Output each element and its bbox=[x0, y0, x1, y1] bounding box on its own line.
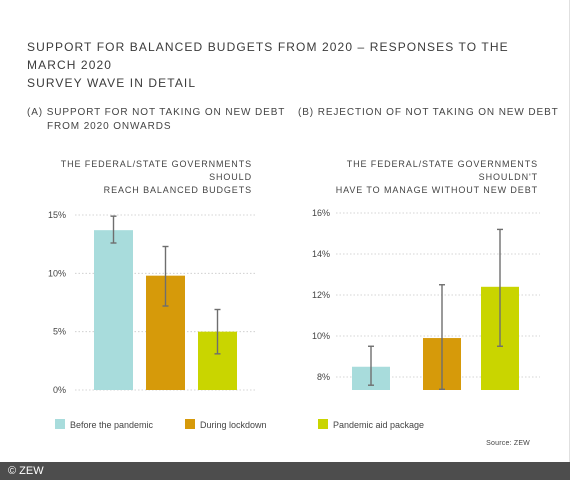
legend-item-aid: Pandemic aid package bbox=[318, 419, 424, 431]
title-line-2: SURVEY WAVE IN DETAIL bbox=[27, 76, 197, 90]
copyright-footer: © ZEW bbox=[0, 462, 570, 480]
panel-a-subheading-line-2: REACH BALANCED BUDGETS bbox=[103, 185, 252, 195]
panel-a-heading: (A) SUPPORT FOR NOT TAKING ON NEW DEBT F… bbox=[27, 106, 285, 134]
panel-b-heading: (B) REJECTION OF NOT TAKING ON NEW DEBT bbox=[298, 106, 559, 120]
y-tick-label: 10% bbox=[48, 268, 66, 278]
panel-b-heading-line-1: (B) REJECTION OF NOT TAKING ON NEW DEBT bbox=[298, 107, 559, 118]
y-tick-label: 15% bbox=[48, 210, 66, 220]
legend-label-lockdown: During lockdown bbox=[200, 420, 267, 430]
source-note: Source: ZEW bbox=[486, 440, 530, 447]
title-line-1: SUPPORT FOR BALANCED BUDGETS FROM 2020 –… bbox=[27, 40, 509, 72]
y-tick-label: 5% bbox=[53, 327, 66, 337]
panel-a-subheading-line-1: THE FEDERAL/STATE GOVERNMENTS SHOULD bbox=[60, 159, 252, 182]
legend-label-before: Before the pandemic bbox=[70, 420, 154, 430]
panel-a-heading-line-1: (A) SUPPORT FOR NOT TAKING ON NEW DEBT bbox=[27, 107, 286, 118]
charts-svg: 0% 5% 10% 15% 8% 10% 12% 14% 16% bbox=[48, 208, 540, 395]
panel-a-subheading: THE FEDERAL/STATE GOVERNMENTS SHOULD REA… bbox=[40, 158, 252, 197]
y-tick-label: 16% bbox=[312, 208, 330, 218]
panel-a-heading-line-2: FROM 2020 ONWARDS bbox=[47, 121, 172, 132]
y-tick-label: 10% bbox=[312, 331, 330, 341]
y-tick-label: 12% bbox=[312, 290, 330, 300]
bar-before bbox=[94, 230, 133, 390]
legend-item-before: Before the pandemic bbox=[55, 419, 153, 431]
legend-swatch-aid bbox=[318, 419, 328, 429]
legend-swatch-lockdown bbox=[185, 419, 195, 429]
y-tick-label: 0% bbox=[53, 385, 66, 395]
legend-item-lockdown: During lockdown bbox=[185, 419, 267, 431]
y-tick-label: 8% bbox=[317, 372, 330, 382]
chart-title: SUPPORT FOR BALANCED BUDGETS FROM 2020 –… bbox=[27, 38, 557, 92]
panel-b-subheading: THE FEDERAL/STATE GOVERNMENTS SHOULDN'T … bbox=[298, 158, 538, 197]
legend-label-aid: Pandemic aid package bbox=[333, 420, 425, 430]
y-tick-label: 14% bbox=[312, 249, 330, 259]
panel-b-subheading-line-1: THE FEDERAL/STATE GOVERNMENTS SHOULDN'T bbox=[346, 159, 538, 182]
legend-swatch-before bbox=[55, 419, 65, 429]
panel-b-subheading-line-2: HAVE TO MANAGE WITHOUT NEW DEBT bbox=[335, 185, 538, 195]
